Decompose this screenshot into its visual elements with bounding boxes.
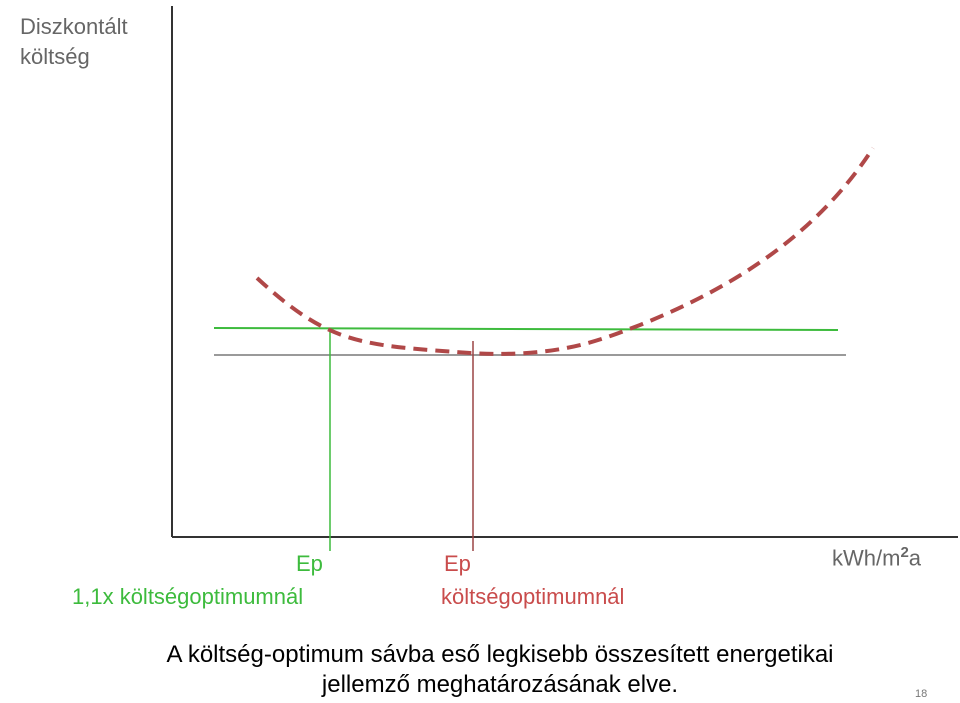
- ep-green-caption: 1,1x költségoptimumnál: [72, 584, 304, 609]
- y-axis-label-line-1: Diszkontált: [20, 14, 128, 39]
- y-axis-label: Diszkontált költség: [20, 12, 128, 72]
- band-limit-line: [213, 327, 839, 331]
- caption-line-2: jellemző meghatározásának elve.: [321, 671, 679, 698]
- cost-curve: [255, 146, 875, 356]
- x-axis-label-exponent: 2: [900, 544, 909, 561]
- ep-green-label: Ep: [296, 551, 323, 576]
- x-axis-label: kWh/m2a: [832, 544, 921, 571]
- caption-line-1: A költség-optimum sávba eső legkisebb ös…: [166, 641, 834, 668]
- page-number: 18: [915, 688, 928, 700]
- x-axis-label-unit: kWh/m: [832, 545, 901, 571]
- slide-caption: A költség-optimum sávba eső legkisebb ös…: [0, 640, 960, 700]
- ep-red-label: Ep: [444, 551, 471, 576]
- y-axis-label-line-2: költség: [20, 44, 90, 69]
- x-axis-label-suffix: a: [908, 545, 922, 571]
- ep-red-caption: költségoptimumnál: [441, 584, 625, 609]
